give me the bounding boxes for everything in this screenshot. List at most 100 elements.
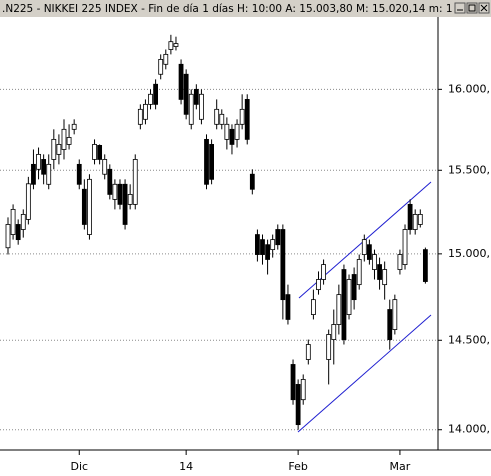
candle-body (229, 128, 235, 145)
candle-body (71, 123, 77, 130)
candle-body (224, 123, 230, 140)
candle-body (366, 244, 372, 260)
candle-body (351, 274, 357, 301)
candle-body (107, 168, 113, 195)
title-group: .N225 - NIKKEI 225 INDEX - Fin de día 1 … (2, 3, 469, 15)
candle-body (51, 138, 57, 160)
candle-body (81, 188, 87, 225)
candle-body (117, 183, 123, 205)
candle-body (112, 183, 118, 200)
candle-body (280, 229, 286, 301)
candle-body (356, 259, 362, 286)
candle-body (326, 334, 332, 360)
candle-body (331, 324, 337, 340)
candle-body (397, 254, 403, 270)
candle-body (46, 163, 52, 185)
candle-body (382, 269, 388, 286)
candle-body (188, 93, 194, 125)
y-tick-label: 14.000, (448, 423, 490, 436)
candle-body (204, 138, 209, 185)
candle-body (61, 128, 67, 150)
candle-body (87, 178, 92, 235)
candle-body (56, 144, 62, 155)
plot-area (5, 34, 432, 433)
candle-body (15, 224, 21, 241)
maximize-icon (468, 4, 476, 12)
candle-body (193, 88, 199, 105)
window-buttons (454, 2, 490, 14)
candle-body (341, 269, 347, 340)
y-tick-label: 15.000, (448, 247, 490, 260)
candle-body (163, 53, 169, 65)
candle-body (285, 294, 291, 320)
x-tick-label: 14 (179, 460, 193, 473)
candle-body (412, 214, 418, 230)
candle-body (36, 153, 41, 170)
candle-body (66, 137, 72, 145)
candle-body (168, 41, 174, 50)
candle-body (300, 379, 306, 401)
candle-body (316, 279, 321, 291)
candle-body (173, 43, 179, 47)
candle-body (255, 234, 260, 255)
grid (0, 88, 438, 431)
candle-body (153, 83, 159, 105)
candle-body (183, 73, 189, 115)
candle-body (346, 279, 352, 315)
candle-body (422, 249, 428, 282)
candle-body (31, 163, 36, 185)
minimize-button[interactable] (454, 2, 466, 14)
candle-body (377, 264, 382, 280)
candle-body (102, 159, 108, 175)
candle-body (275, 229, 281, 246)
chart-title: .N225 - NIKKEI 225 INDEX - Fin de día 1 … (2, 3, 469, 15)
candle-body (214, 108, 220, 125)
candle-body (97, 145, 103, 160)
candle-body (305, 344, 311, 360)
close-icon (480, 4, 488, 12)
candle-body (199, 93, 204, 120)
candle-body (10, 208, 16, 235)
candle-body (417, 214, 423, 225)
x-tick-label: Mar (390, 460, 411, 473)
candle-body (143, 103, 148, 120)
y-tick-label: 15.500, (448, 163, 490, 176)
candle-body (209, 144, 215, 180)
candle-body (239, 108, 245, 125)
candle-body (158, 59, 164, 75)
candle-body (234, 123, 240, 140)
candle-body (361, 239, 367, 255)
maximize-button[interactable] (466, 2, 478, 14)
candle-body (20, 214, 26, 230)
candle-body (219, 113, 225, 125)
candle-body (372, 254, 377, 270)
candle-body (132, 159, 138, 205)
candle-body (127, 194, 133, 205)
candle-body (265, 244, 270, 260)
x-tick-label: Dic (70, 460, 88, 473)
candle-body (41, 159, 47, 175)
candle-body (321, 264, 326, 280)
candle-body (25, 183, 31, 220)
candle-body (148, 93, 153, 105)
candle-body (407, 203, 413, 230)
candle-body (122, 183, 128, 225)
candle-body (178, 63, 184, 100)
candle-body (392, 299, 398, 330)
candle-body (244, 99, 250, 140)
x-tick-label: Feb (288, 460, 307, 473)
y-tick-label: 14.500, (448, 333, 490, 346)
axes: 14.000, 14.500, 15.000, 15.500, 16.000, Dic 14… (70, 82, 490, 473)
candle-body (295, 384, 301, 426)
title-bar (0, 0, 491, 17)
candle-body (260, 239, 265, 255)
candle-body (76, 163, 82, 185)
candle-body (249, 173, 255, 190)
channel-lower-line (297, 314, 432, 433)
candle-body (310, 299, 316, 315)
candle-body (336, 294, 342, 325)
candle-body (402, 229, 408, 265)
candle-body (270, 239, 276, 251)
